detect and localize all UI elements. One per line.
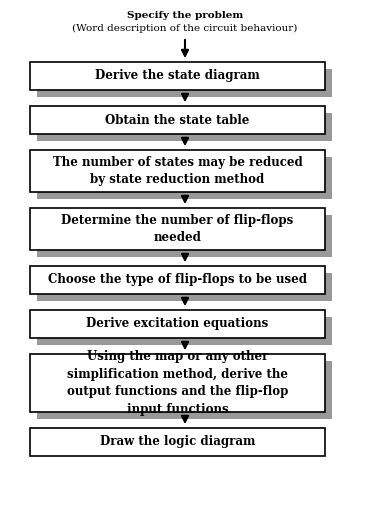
Bar — [37, 273, 332, 301]
Text: Derive the state diagram: Derive the state diagram — [95, 69, 260, 82]
Bar — [30, 106, 325, 134]
Bar — [37, 157, 332, 199]
Bar — [30, 310, 325, 338]
Bar — [30, 150, 325, 192]
Bar — [37, 113, 332, 141]
Bar — [37, 317, 332, 345]
Bar — [37, 215, 332, 257]
Text: Using the map or any other
simplification method, derive the
output functions an: Using the map or any other simplificatio… — [67, 350, 288, 416]
Text: Draw the logic diagram: Draw the logic diagram — [100, 435, 255, 448]
Bar — [30, 354, 325, 412]
Bar — [30, 208, 325, 250]
Text: Derive excitation equations: Derive excitation equations — [86, 317, 269, 330]
Bar — [30, 428, 325, 456]
Bar — [30, 266, 325, 294]
Bar — [30, 62, 325, 90]
Text: Determine the number of flip-flops
needed: Determine the number of flip-flops neede… — [61, 213, 294, 244]
Bar — [37, 69, 332, 97]
Text: Specify the problem: Specify the problem — [127, 11, 243, 20]
Bar — [37, 361, 332, 419]
Text: Obtain the state table: Obtain the state table — [105, 113, 250, 126]
Text: The number of states may be reduced
by state reduction method: The number of states may be reduced by s… — [53, 156, 302, 186]
Text: (Word description of the circuit behaviour): (Word description of the circuit behavio… — [72, 23, 298, 32]
Text: Choose the type of flip-flops to be used: Choose the type of flip-flops to be used — [48, 274, 307, 287]
